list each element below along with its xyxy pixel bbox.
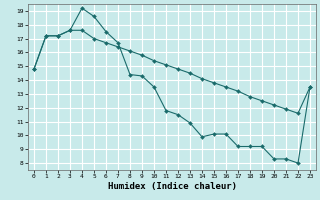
X-axis label: Humidex (Indice chaleur): Humidex (Indice chaleur)	[108, 182, 236, 191]
